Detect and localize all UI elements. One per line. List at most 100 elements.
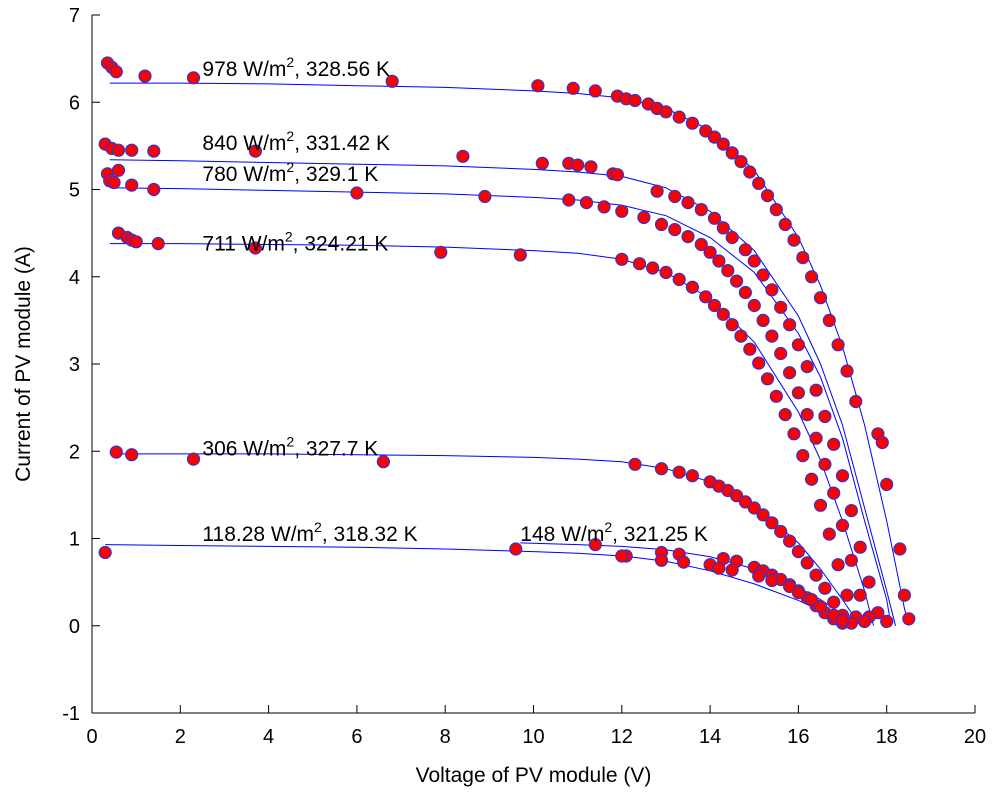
data-point [800, 360, 814, 374]
data-point [875, 435, 889, 450]
data-point [853, 588, 867, 602]
data-point [659, 265, 673, 279]
data-point [694, 203, 708, 217]
data-point [138, 69, 152, 83]
data-point [685, 469, 700, 483]
data-point [716, 307, 730, 321]
x-tick-label: 20 [964, 726, 986, 748]
data-point [186, 452, 201, 466]
data-point [800, 556, 814, 570]
y-axis-label: Current of PV module (A) [12, 246, 35, 482]
data-point [756, 508, 770, 522]
data-point [712, 254, 726, 268]
data-point [813, 599, 828, 614]
data-point [111, 143, 126, 157]
data-point [562, 193, 576, 207]
x-tick-label: 14 [699, 726, 721, 748]
data-point [681, 230, 695, 244]
data-point [707, 130, 722, 144]
data-point [376, 455, 390, 469]
data-point [434, 245, 448, 259]
data-point [747, 501, 761, 515]
data-point [835, 518, 850, 533]
data-point [804, 592, 819, 607]
data-point [676, 555, 691, 569]
fit-line [520, 542, 857, 627]
data-point [880, 477, 894, 491]
curve-annotation: 780 W/m2, 329.1 K [202, 159, 378, 186]
data-point [610, 168, 625, 182]
data-point [765, 283, 779, 297]
fit-line [109, 159, 896, 626]
data-markers [98, 56, 916, 630]
data-point [844, 504, 859, 518]
data-point [588, 537, 602, 552]
data-point [818, 457, 832, 471]
data-point [782, 534, 797, 548]
data-point [654, 553, 669, 567]
data-point [632, 257, 647, 271]
data-point [738, 285, 753, 300]
data-point [685, 116, 700, 130]
data-point [681, 196, 695, 210]
data-point [668, 189, 682, 204]
data-point [831, 338, 845, 352]
data-point [151, 237, 165, 251]
data-point [760, 189, 775, 203]
data-point [659, 105, 673, 119]
data-point [734, 329, 748, 343]
curve-annotation: 978 W/m2, 328.56 K [202, 54, 390, 81]
curve-annotation: 711 W/m2, 324.21 K [202, 229, 388, 256]
x-tick-label: 18 [876, 726, 898, 748]
data-point [827, 486, 841, 500]
data-point [672, 465, 686, 479]
x-tick-label: 16 [787, 726, 809, 748]
x-tick-label: 4 [263, 726, 274, 748]
data-point [804, 270, 819, 284]
data-point [897, 588, 912, 602]
data-point [840, 588, 854, 602]
data-point [654, 462, 669, 476]
data-point [716, 221, 730, 235]
data-point [840, 364, 854, 378]
data-point [747, 298, 761, 313]
data-point [822, 313, 836, 327]
data-point [650, 184, 664, 198]
data-point [756, 268, 770, 282]
data-point [725, 563, 739, 577]
data-point [787, 427, 801, 441]
data-point [743, 342, 757, 356]
data-point [831, 558, 845, 572]
data-point [478, 189, 492, 204]
x-tick-label: 2 [175, 726, 186, 748]
x-tick-label: 10 [522, 726, 544, 748]
data-point [769, 389, 783, 403]
data-point [774, 300, 788, 314]
data-point [769, 203, 783, 217]
data-point [765, 516, 779, 530]
data-point [699, 290, 713, 304]
data-point [827, 595, 841, 609]
data-point [535, 156, 549, 170]
data-point [791, 386, 806, 400]
data-point [752, 356, 766, 370]
data-point [125, 143, 139, 157]
y-tick-label: 0 [69, 616, 80, 638]
data-point [725, 318, 739, 332]
data-point [147, 182, 161, 197]
data-point [782, 318, 797, 332]
data-point [782, 366, 797, 380]
curve-annotation: 306 W/m2, 327.7 K [202, 434, 378, 461]
x-axis-label: Voltage of PV module (V) [416, 764, 652, 787]
data-point [818, 409, 832, 423]
data-point [849, 394, 863, 409]
data-point [721, 264, 735, 278]
data-point [725, 146, 739, 160]
data-point [791, 338, 806, 352]
data-point [778, 408, 792, 422]
data-point [765, 573, 779, 588]
data-point [672, 110, 686, 124]
data-point [729, 489, 744, 503]
data-point [809, 431, 823, 445]
data-point [787, 233, 801, 247]
